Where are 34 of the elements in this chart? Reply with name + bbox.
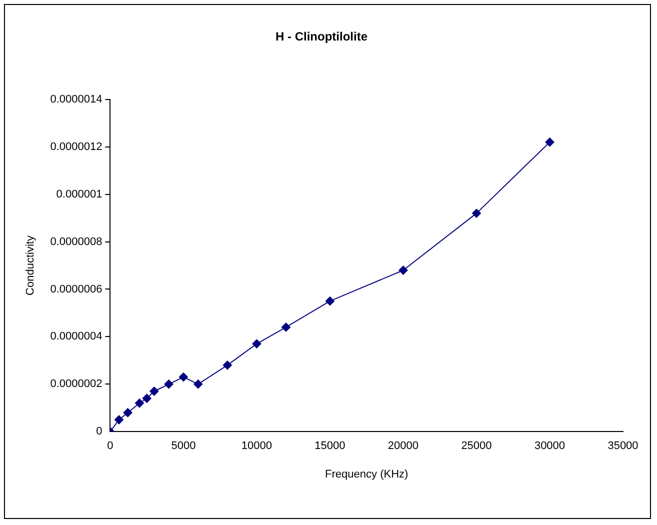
y-tick-label: 0.000001 xyxy=(56,188,102,200)
x-tick-label: 30000 xyxy=(534,440,566,452)
point xyxy=(472,208,481,218)
point xyxy=(114,415,124,424)
point xyxy=(222,360,232,370)
x-tick-label: 35000 xyxy=(608,440,638,452)
point xyxy=(545,138,554,147)
chart-title: H - Clinoptilolite xyxy=(276,30,368,44)
y-tick-label: 0.0000004 xyxy=(50,330,102,343)
y-tick-label: 0.0000002 xyxy=(50,378,102,390)
y-tick-label: 0.0000014 xyxy=(50,93,102,106)
x-tick-label: 15000 xyxy=(314,440,346,452)
y-tick-label: 0 xyxy=(96,426,102,438)
x-tick-label: 0 xyxy=(107,440,114,452)
y-tick-label: 0.0000006 xyxy=(50,283,102,296)
x-tick-label: 25000 xyxy=(461,440,492,452)
y-axis-title: Conductivity xyxy=(24,235,37,296)
point xyxy=(282,322,291,332)
point xyxy=(135,398,144,408)
x-axis-title: Frequency (KHz) xyxy=(325,468,408,480)
point xyxy=(194,380,203,389)
point xyxy=(164,380,174,389)
x-tick-label: 20000 xyxy=(388,440,419,452)
point xyxy=(178,372,188,382)
point xyxy=(325,296,334,306)
point xyxy=(252,339,262,348)
x-tick-label: 10000 xyxy=(241,440,272,452)
point xyxy=(142,394,152,403)
y-tick-label: 0.0000008 xyxy=(50,236,102,248)
point xyxy=(123,408,132,418)
point xyxy=(150,386,159,396)
x-tick-label: 5000 xyxy=(171,440,196,452)
point xyxy=(398,266,408,275)
y-tick-label: 0.0000012 xyxy=(50,140,102,153)
